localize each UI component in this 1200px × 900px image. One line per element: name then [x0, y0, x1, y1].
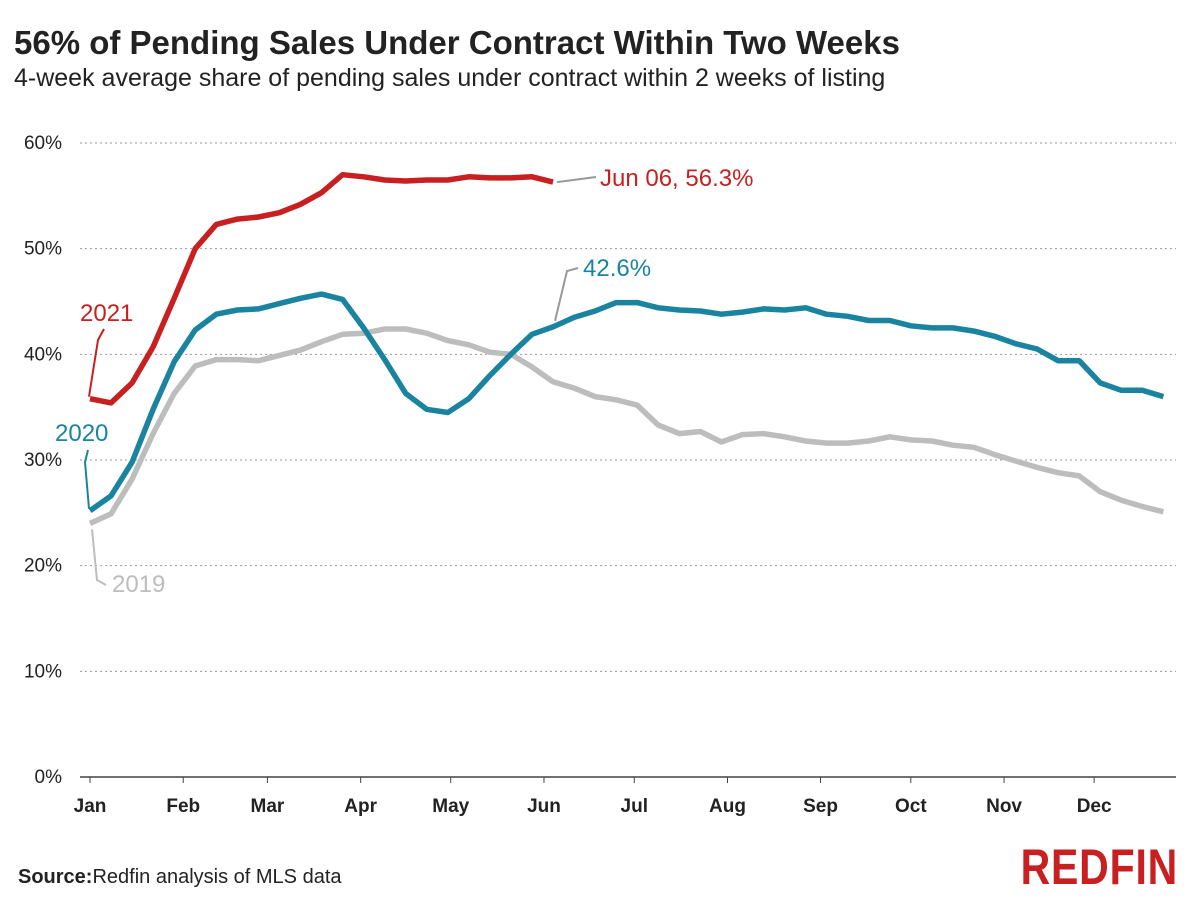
label-2021: 2021 [80, 300, 133, 327]
x-tick-label: Sep [803, 796, 838, 817]
y-tick-label: 50% [24, 239, 62, 260]
source-note: Source:Redfin analysis of MLS data [18, 866, 342, 889]
y-tick-label: 0% [35, 767, 63, 788]
x-tick-label: Jan [74, 796, 107, 817]
label-2019: 2019 [112, 571, 165, 598]
redfin-logo: REDFIN [1020, 839, 1178, 895]
chart-subtitle: 4-week average share of pending sales un… [14, 64, 886, 92]
label-2021-end: Jun 06, 56.3% [600, 165, 753, 192]
series-lines [88, 171, 1165, 526]
annotation-leaders [83, 176, 597, 586]
y-tick-label: 20% [24, 556, 62, 577]
x-tick-label: Jul [621, 796, 648, 817]
x-tick-label: Feb [166, 796, 200, 817]
leader-2021-end [556, 176, 597, 184]
x-tick-label: Apr [344, 796, 377, 817]
label-2020-value: 42.6% [583, 255, 651, 282]
grid-lines [80, 142, 1176, 778]
x-tick-label: Mar [251, 796, 285, 817]
x-tick-label: May [432, 796, 469, 817]
x-tick-label: Dec [1077, 796, 1112, 817]
source-text: Redfin analysis of MLS data [92, 866, 342, 888]
leader-2019 [91, 529, 107, 586]
series-line-2020 [88, 291, 1165, 513]
chart-title: 56% of Pending Sales Under Contract With… [14, 24, 900, 61]
x-tick-label: Oct [895, 796, 927, 817]
annotations: 2021 2020 2019 Jun 06, 56.3% 42.6% [55, 165, 753, 598]
x-axis-ticks: Jan Feb Mar Apr May Jun Jul Aug Sep Oct Nov Dec [74, 777, 1112, 817]
x-tick-label: Jun [527, 796, 561, 817]
series-line-2019 [88, 326, 1165, 526]
label-2020: 2020 [55, 420, 108, 447]
x-tick-label: Aug [709, 796, 746, 817]
x-tick-label: Nov [986, 796, 1022, 817]
y-axis-ticks: 0% 10% 20% 30% 40% 50% 60% [24, 133, 62, 788]
source-label: Source: [18, 866, 93, 888]
y-tick-label: 60% [24, 133, 62, 154]
leader-2020-value [554, 267, 579, 322]
series-line-2021 [89, 171, 554, 406]
leader-2020 [83, 449, 90, 509]
y-tick-label: 10% [24, 661, 62, 682]
y-tick-label: 40% [24, 344, 62, 365]
y-tick-label: 30% [24, 450, 62, 471]
leader-2021 [88, 328, 105, 397]
